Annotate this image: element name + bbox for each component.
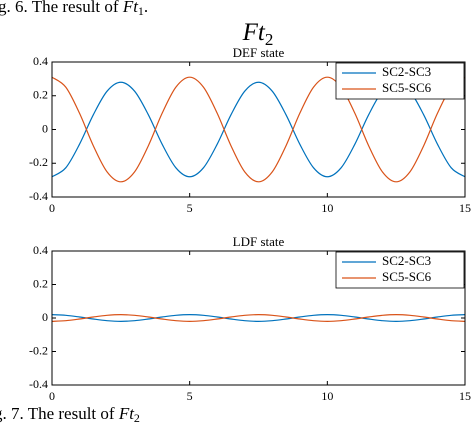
y-tick-label: -0.2	[29, 343, 48, 357]
axes-box	[51, 61, 466, 198]
caption-text: g. 7. The result of	[0, 404, 119, 423]
x-tick-label: 0	[49, 201, 55, 215]
subplot-title: DEF state	[233, 45, 285, 60]
legend-label: SC5-SC6	[382, 269, 432, 284]
y-tick-label: -0.4	[29, 377, 48, 391]
legend-box	[335, 251, 465, 289]
y-tick-label: -0.4	[29, 189, 48, 203]
legend-label: SC5-SC6	[382, 80, 432, 95]
caption-sub: 2	[134, 411, 140, 424]
caption-text: g. 6. The result of	[0, 0, 123, 16]
figure-title: Ft2	[242, 19, 274, 49]
y-tick-label: 0	[42, 310, 48, 324]
y-tick-label: -0.2	[29, 155, 48, 169]
caption-suffix: .	[144, 0, 148, 16]
x-tick-label: 0	[49, 389, 55, 403]
y-tick-label: 0.4	[33, 54, 48, 68]
title-var: Ft	[242, 19, 266, 46]
x-tick-label: 15	[459, 389, 471, 403]
series-line	[51, 314, 466, 322]
bottom-caption: g. 7. The result of Ft2	[0, 404, 140, 424]
caption-var: Ft	[118, 404, 135, 423]
x-tick-label: 15	[459, 201, 471, 215]
legend-box	[335, 62, 465, 100]
title-sub: 2	[265, 30, 274, 49]
y-tick-label: 0	[42, 121, 48, 135]
y-tick-label: 0.2	[33, 276, 48, 290]
caption-sub: 1	[138, 4, 144, 18]
x-tick-label: 10	[321, 389, 333, 403]
axes-box	[51, 250, 466, 386]
legend-label: SC2-SC3	[382, 253, 431, 268]
series-line	[51, 314, 466, 322]
legend-label: SC2-SC3	[382, 64, 431, 79]
series-line	[51, 76, 466, 183]
subplot-title: LDF state	[233, 234, 285, 249]
x-tick-label: 5	[187, 201, 193, 215]
top-caption: g. 6. The result of Ft1.	[0, 0, 148, 18]
caption-var: Ft	[122, 0, 139, 16]
x-tick-label: 10	[321, 201, 333, 215]
y-tick-label: 0.2	[33, 88, 48, 102]
x-tick-label: 5	[187, 389, 193, 403]
y-tick-label: 0.4	[33, 243, 48, 257]
